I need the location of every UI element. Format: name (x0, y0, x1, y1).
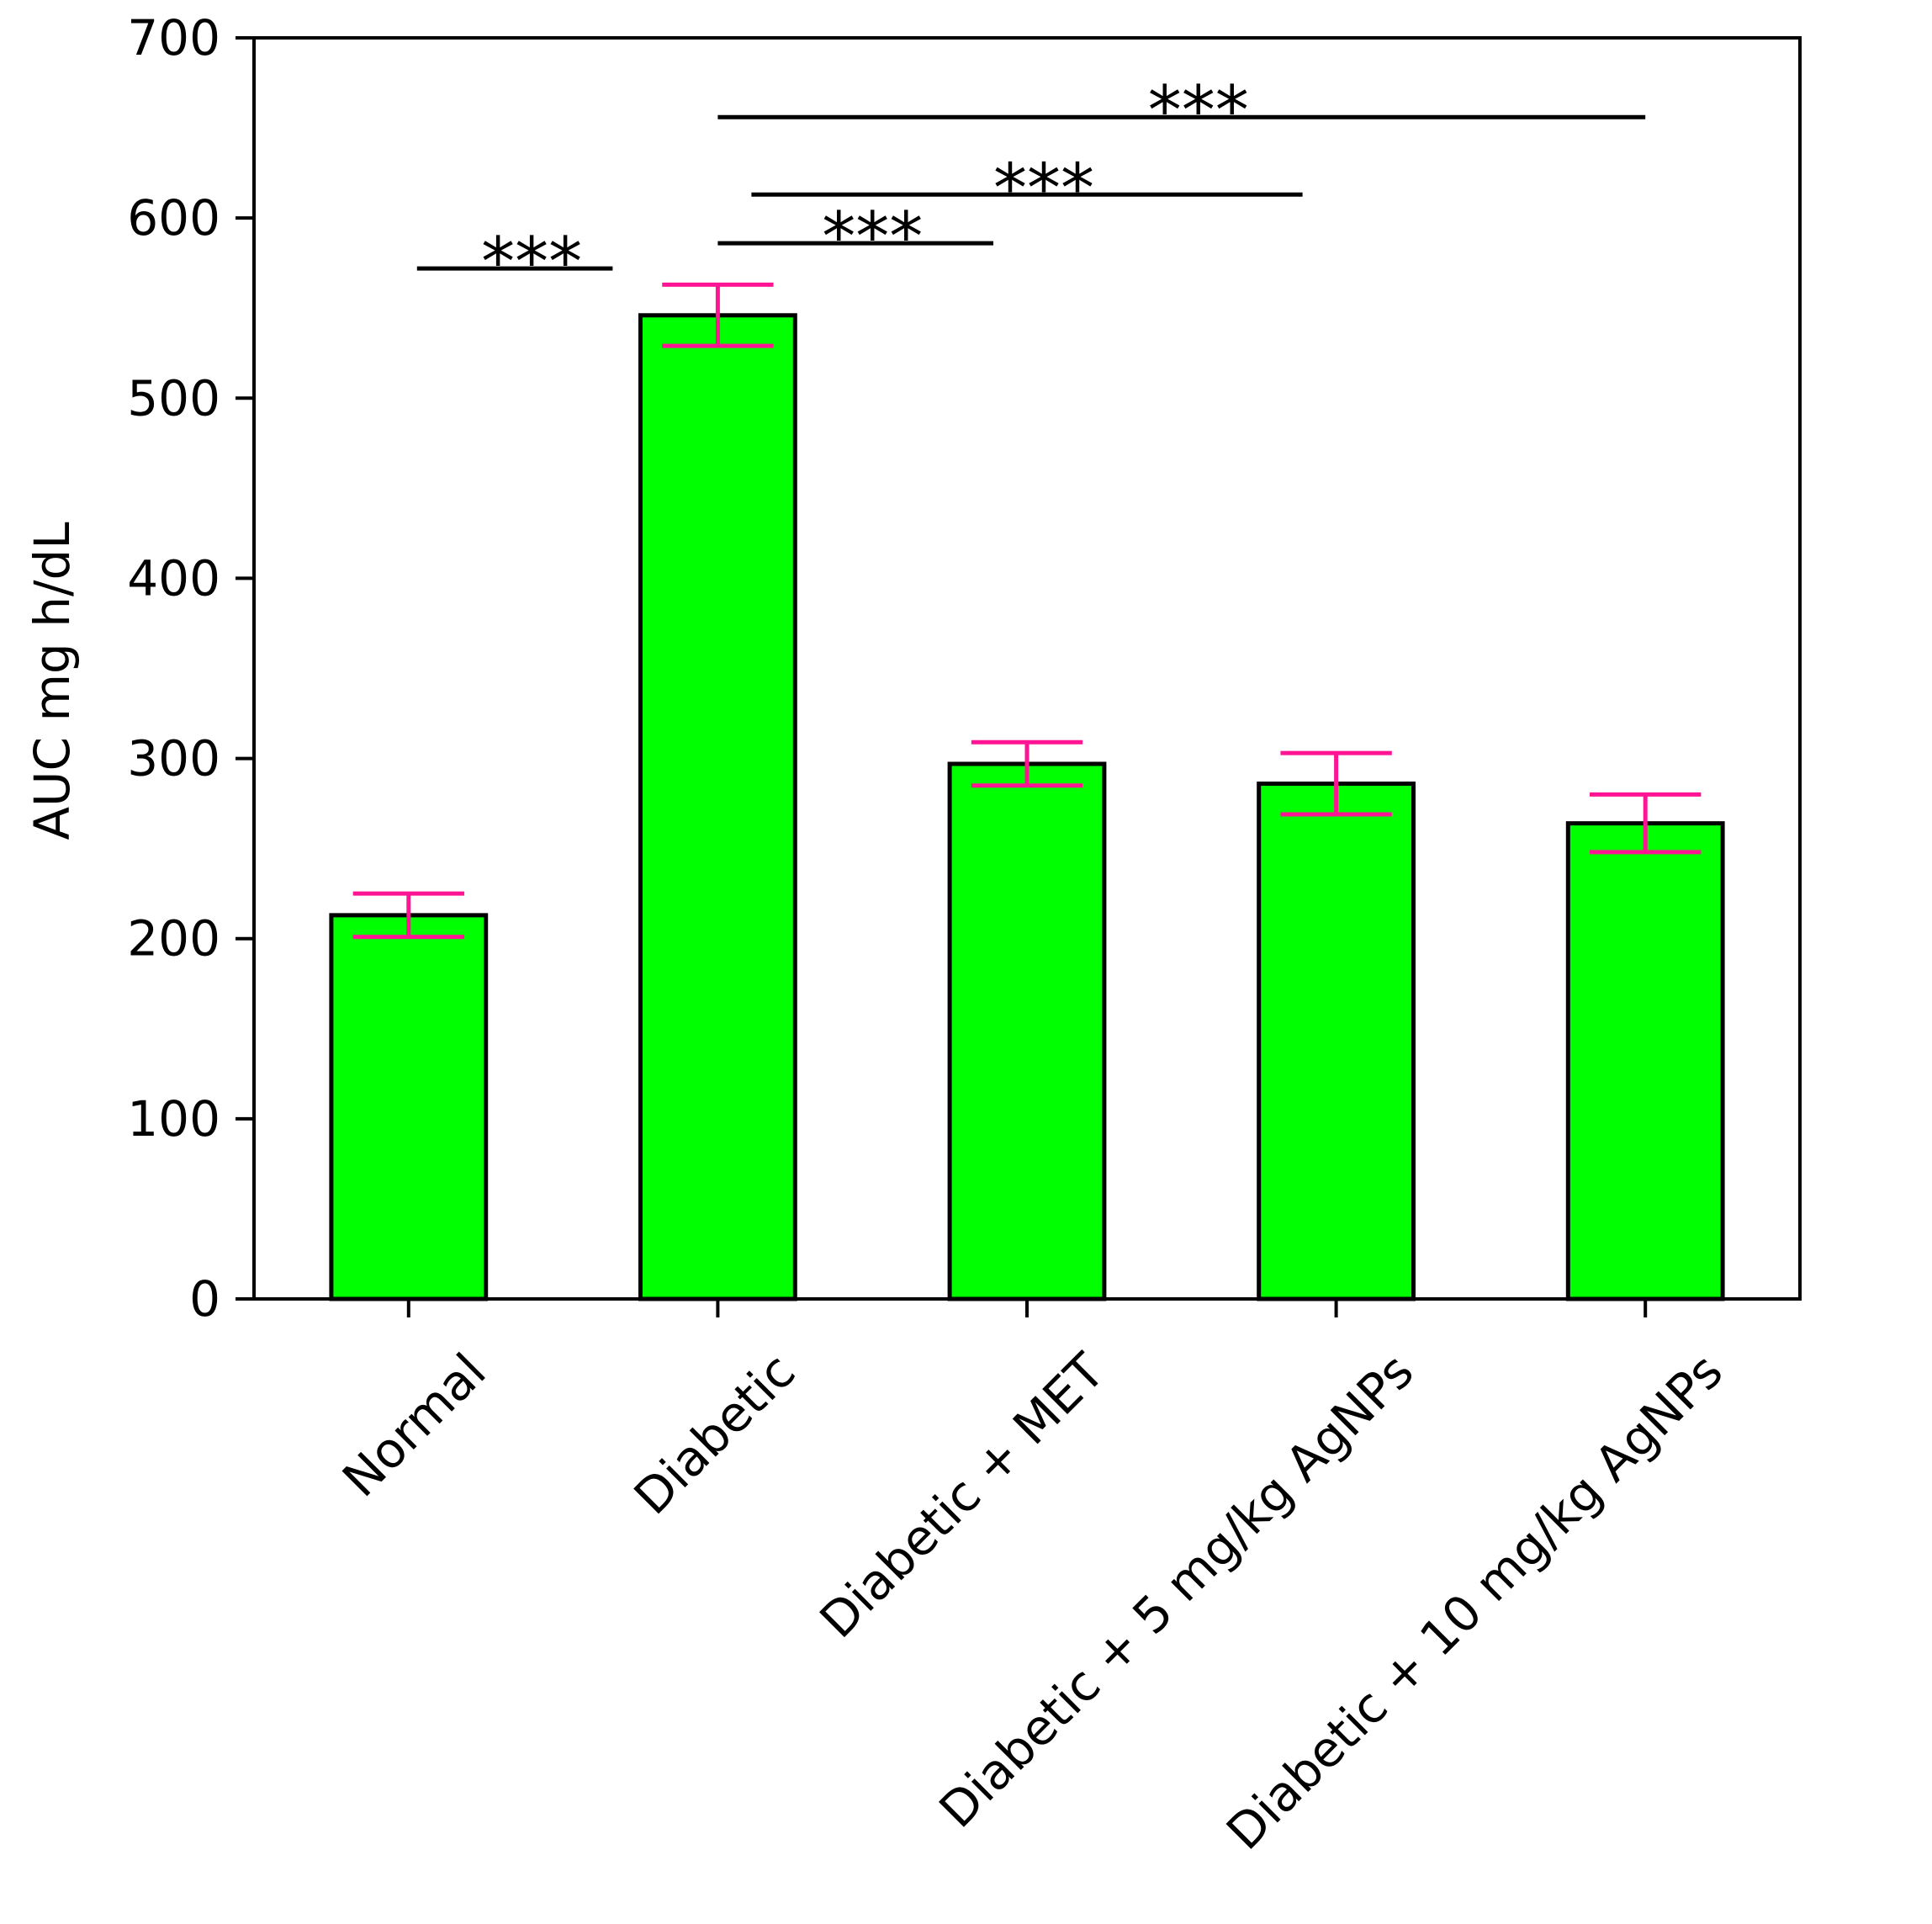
bar-1 (638, 313, 797, 1301)
significance-label-3: *** (1148, 72, 1249, 150)
y-tick-label-3: 300 (127, 730, 220, 787)
y-tick-label-1: 100 (127, 1090, 220, 1148)
significance-label-2: *** (993, 149, 1094, 227)
y-tick-label-5: 500 (127, 369, 220, 427)
significance-layer: *** *** *** *** (416, 72, 1646, 301)
bar-0 (329, 913, 489, 1301)
y-tick-label-6: 600 (127, 189, 220, 246)
bars-layer (329, 313, 1725, 1301)
error-bar-0 (352, 891, 464, 940)
error-bar-2 (971, 739, 1083, 788)
y-axis-label: AUC mg h/dL (24, 522, 81, 840)
bar-4 (1565, 821, 1725, 1301)
significance-label-1: *** (822, 198, 923, 276)
x-tick-label-0: Normal (331, 1343, 496, 1508)
x-tick-label-2: Diabetic + MET (809, 1342, 1116, 1649)
y-tick-label-0: 0 (189, 1270, 220, 1328)
y-tick-label-2: 200 (127, 910, 220, 967)
error-bar-1 (662, 282, 774, 348)
x-tick-label-1: Diabetic (623, 1343, 806, 1525)
error-bar-3 (1280, 750, 1392, 817)
x-tick-label-4: Diabetic + 10 mg/kg AgNPs (1215, 1343, 1734, 1861)
error-bars-layer (352, 282, 1702, 940)
y-tick-label-4: 400 (127, 549, 220, 607)
significance-label-0: *** (481, 223, 582, 301)
y-tick-label-7: 700 (127, 9, 220, 66)
bar-2 (947, 761, 1107, 1301)
bar-3 (1257, 782, 1416, 1301)
error-bar-4 (1590, 792, 1702, 855)
y-ticks-layer: 0 100 200 300 400 500 600 700 (127, 9, 254, 1328)
